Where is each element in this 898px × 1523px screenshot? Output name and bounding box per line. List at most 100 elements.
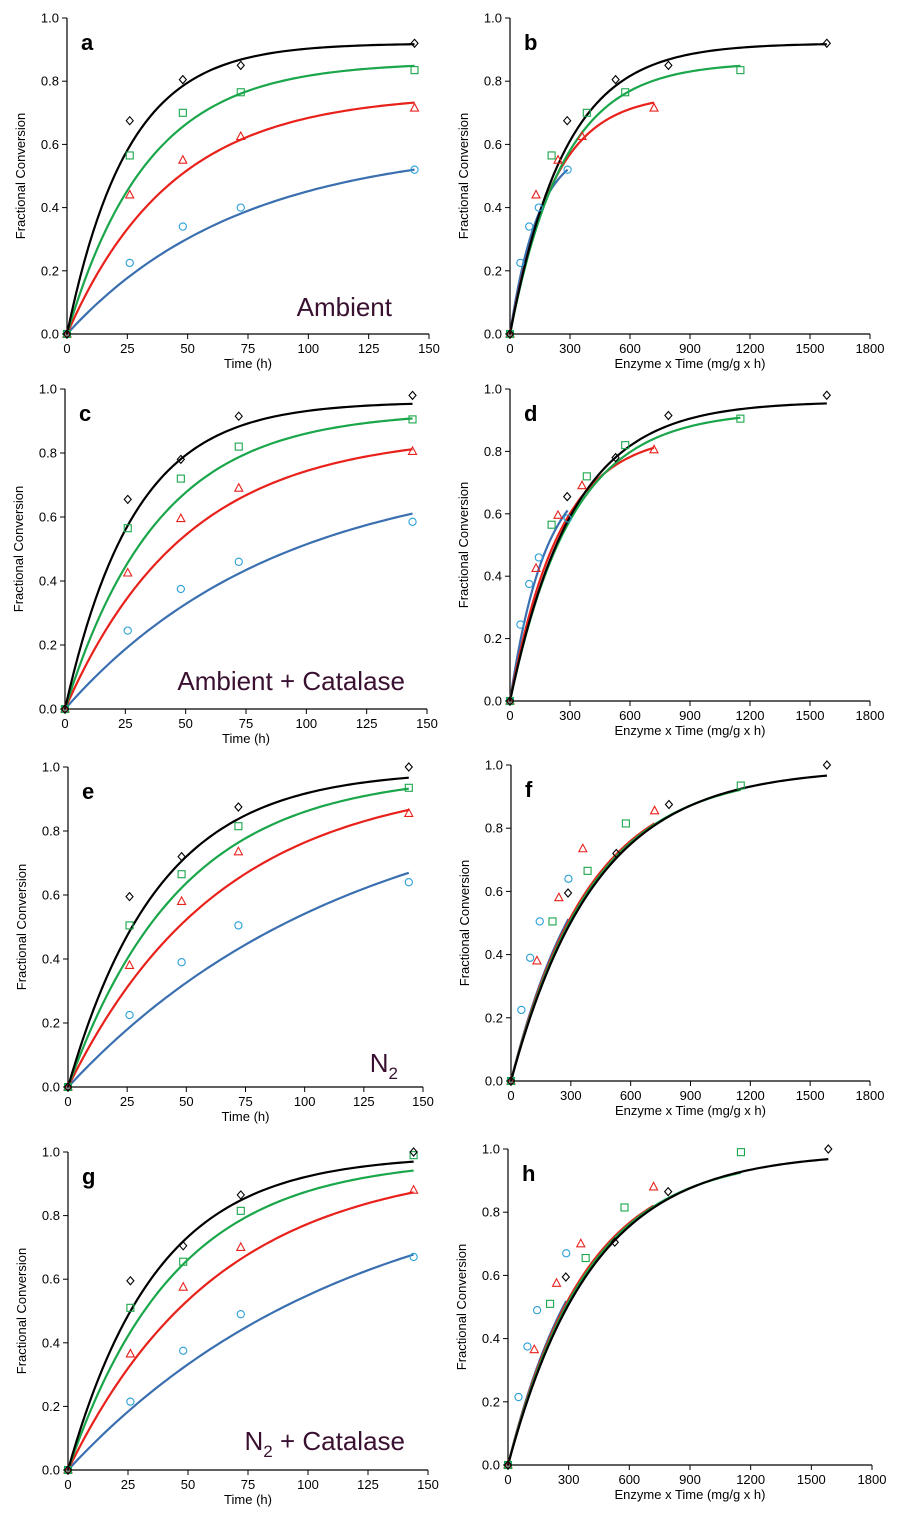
y-tick-label: 0.8: [484, 74, 502, 89]
y-tick-label: 0.6: [485, 884, 503, 899]
point-green: [125, 151, 134, 160]
point-red: [553, 154, 563, 164]
point-blue: [534, 553, 543, 562]
point-blue: [123, 626, 132, 635]
y-tick-label: 0.8: [42, 824, 60, 839]
point-black: [176, 454, 186, 465]
fit-curve-red: [63, 448, 413, 710]
point-green: [126, 1303, 135, 1312]
x-tick-label: 50: [178, 716, 192, 731]
fit-curve-green: [66, 1169, 414, 1471]
point-black: [663, 1186, 673, 1197]
point-green: [547, 520, 556, 529]
y-axis-label: Fractional Conversion: [14, 864, 29, 990]
panel-letter: d: [524, 401, 537, 426]
point-black: [824, 1144, 833, 1154]
y-tick-label: 1.0: [42, 1145, 60, 1160]
fit-curve-blue: [64, 512, 413, 710]
x-tick-label: 900: [679, 708, 701, 723]
point-blue: [563, 165, 572, 174]
point-green: [582, 108, 591, 117]
point-black: [408, 390, 417, 401]
point-blue: [532, 1306, 542, 1315]
point-green: [621, 88, 630, 97]
point-blue: [563, 514, 572, 523]
point-black: [60, 704, 70, 714]
x-tick-label: 0: [61, 716, 68, 731]
point-red: [575, 1238, 586, 1248]
y-tick-label: 0.8: [39, 446, 57, 461]
point-blue: [516, 258, 525, 268]
x-tick-label: 300: [558, 1472, 580, 1487]
x-tick-label: 150: [418, 341, 440, 356]
x-tick-label: 0: [506, 708, 513, 723]
y-tick-label: 0.6: [484, 137, 502, 152]
point-black: [664, 799, 674, 810]
fit-curve-green: [509, 788, 742, 1082]
point-green: [547, 151, 556, 160]
point-green: [125, 921, 134, 930]
point-blue: [179, 1346, 188, 1355]
panel-letter: h: [522, 1161, 535, 1186]
x-tick-label: 0: [64, 1477, 71, 1492]
y-tick-label: 0.6: [42, 1272, 60, 1287]
point-black: [822, 390, 832, 401]
x-tick-label: 125: [358, 341, 380, 356]
fit-curve-green: [508, 64, 741, 335]
point-green: [583, 866, 592, 875]
point-blue: [125, 258, 134, 268]
point-blue: [517, 1005, 526, 1015]
point-black: [126, 1275, 135, 1286]
point-blue: [176, 584, 185, 594]
x-tick-label: 25: [120, 341, 134, 356]
fit-curve-black: [508, 43, 827, 335]
point-red: [408, 1184, 419, 1194]
y-tick-label: 0.0: [482, 1458, 500, 1473]
x-tick-label: 0: [63, 341, 70, 356]
point-blue: [525, 953, 535, 962]
point-black: [234, 802, 243, 812]
fit-curve-black: [66, 1160, 414, 1471]
point-black: [822, 38, 832, 49]
fit-curve-black: [509, 774, 828, 1082]
point-black: [178, 74, 188, 85]
y-tick-label: 0.8: [484, 444, 502, 459]
fit-curve-black: [66, 776, 409, 1088]
point-green: [621, 441, 630, 450]
x-tick-label: 1800: [856, 708, 885, 723]
fit-curve-blue: [67, 871, 410, 1088]
y-tick-label: 1.0: [42, 760, 60, 775]
x-tick-label: 1200: [736, 708, 765, 723]
fit-curve-green: [63, 417, 413, 710]
y-axis-label: Fractional Conversion: [457, 860, 472, 986]
point-black: [611, 452, 620, 463]
point-red: [531, 562, 541, 572]
x-tick-label: 75: [238, 1094, 252, 1109]
x-tick-label: 0: [506, 341, 513, 356]
condition-label: N2 + Catalase: [245, 1426, 406, 1461]
y-tick-label: 1.0: [484, 382, 502, 397]
panel-letter: g: [82, 1164, 95, 1189]
point-black: [178, 1240, 188, 1251]
y-tick-label: 1.0: [39, 382, 57, 397]
x-tick-label: 600: [619, 708, 641, 723]
point-black: [664, 410, 673, 421]
point-black: [503, 1460, 513, 1470]
fit-curve-green: [66, 787, 409, 1088]
x-tick-label: 25: [118, 716, 132, 731]
y-tick-label: 0.2: [42, 1399, 60, 1414]
y-tick-label: 0.8: [485, 821, 503, 836]
panel-h: 0 300 600 900 1200 1500 1800 0.0 0.2 0.4 0.6 0.8 1.0…: [454, 1142, 886, 1503]
point-green: [408, 415, 417, 424]
point-blue: [410, 165, 419, 174]
y-tick-label: 1.0: [484, 11, 502, 26]
x-tick-label: 150: [416, 716, 438, 731]
point-black: [409, 1147, 418, 1157]
y-tick-label: 0.8: [41, 74, 59, 89]
x-tick-label: 1800: [856, 1088, 885, 1103]
y-tick-label: 0.6: [39, 510, 57, 525]
point-black: [125, 115, 134, 126]
point-red: [553, 509, 563, 519]
fit-curve-red: [506, 1204, 655, 1466]
condition-label: Ambient: [297, 292, 393, 322]
